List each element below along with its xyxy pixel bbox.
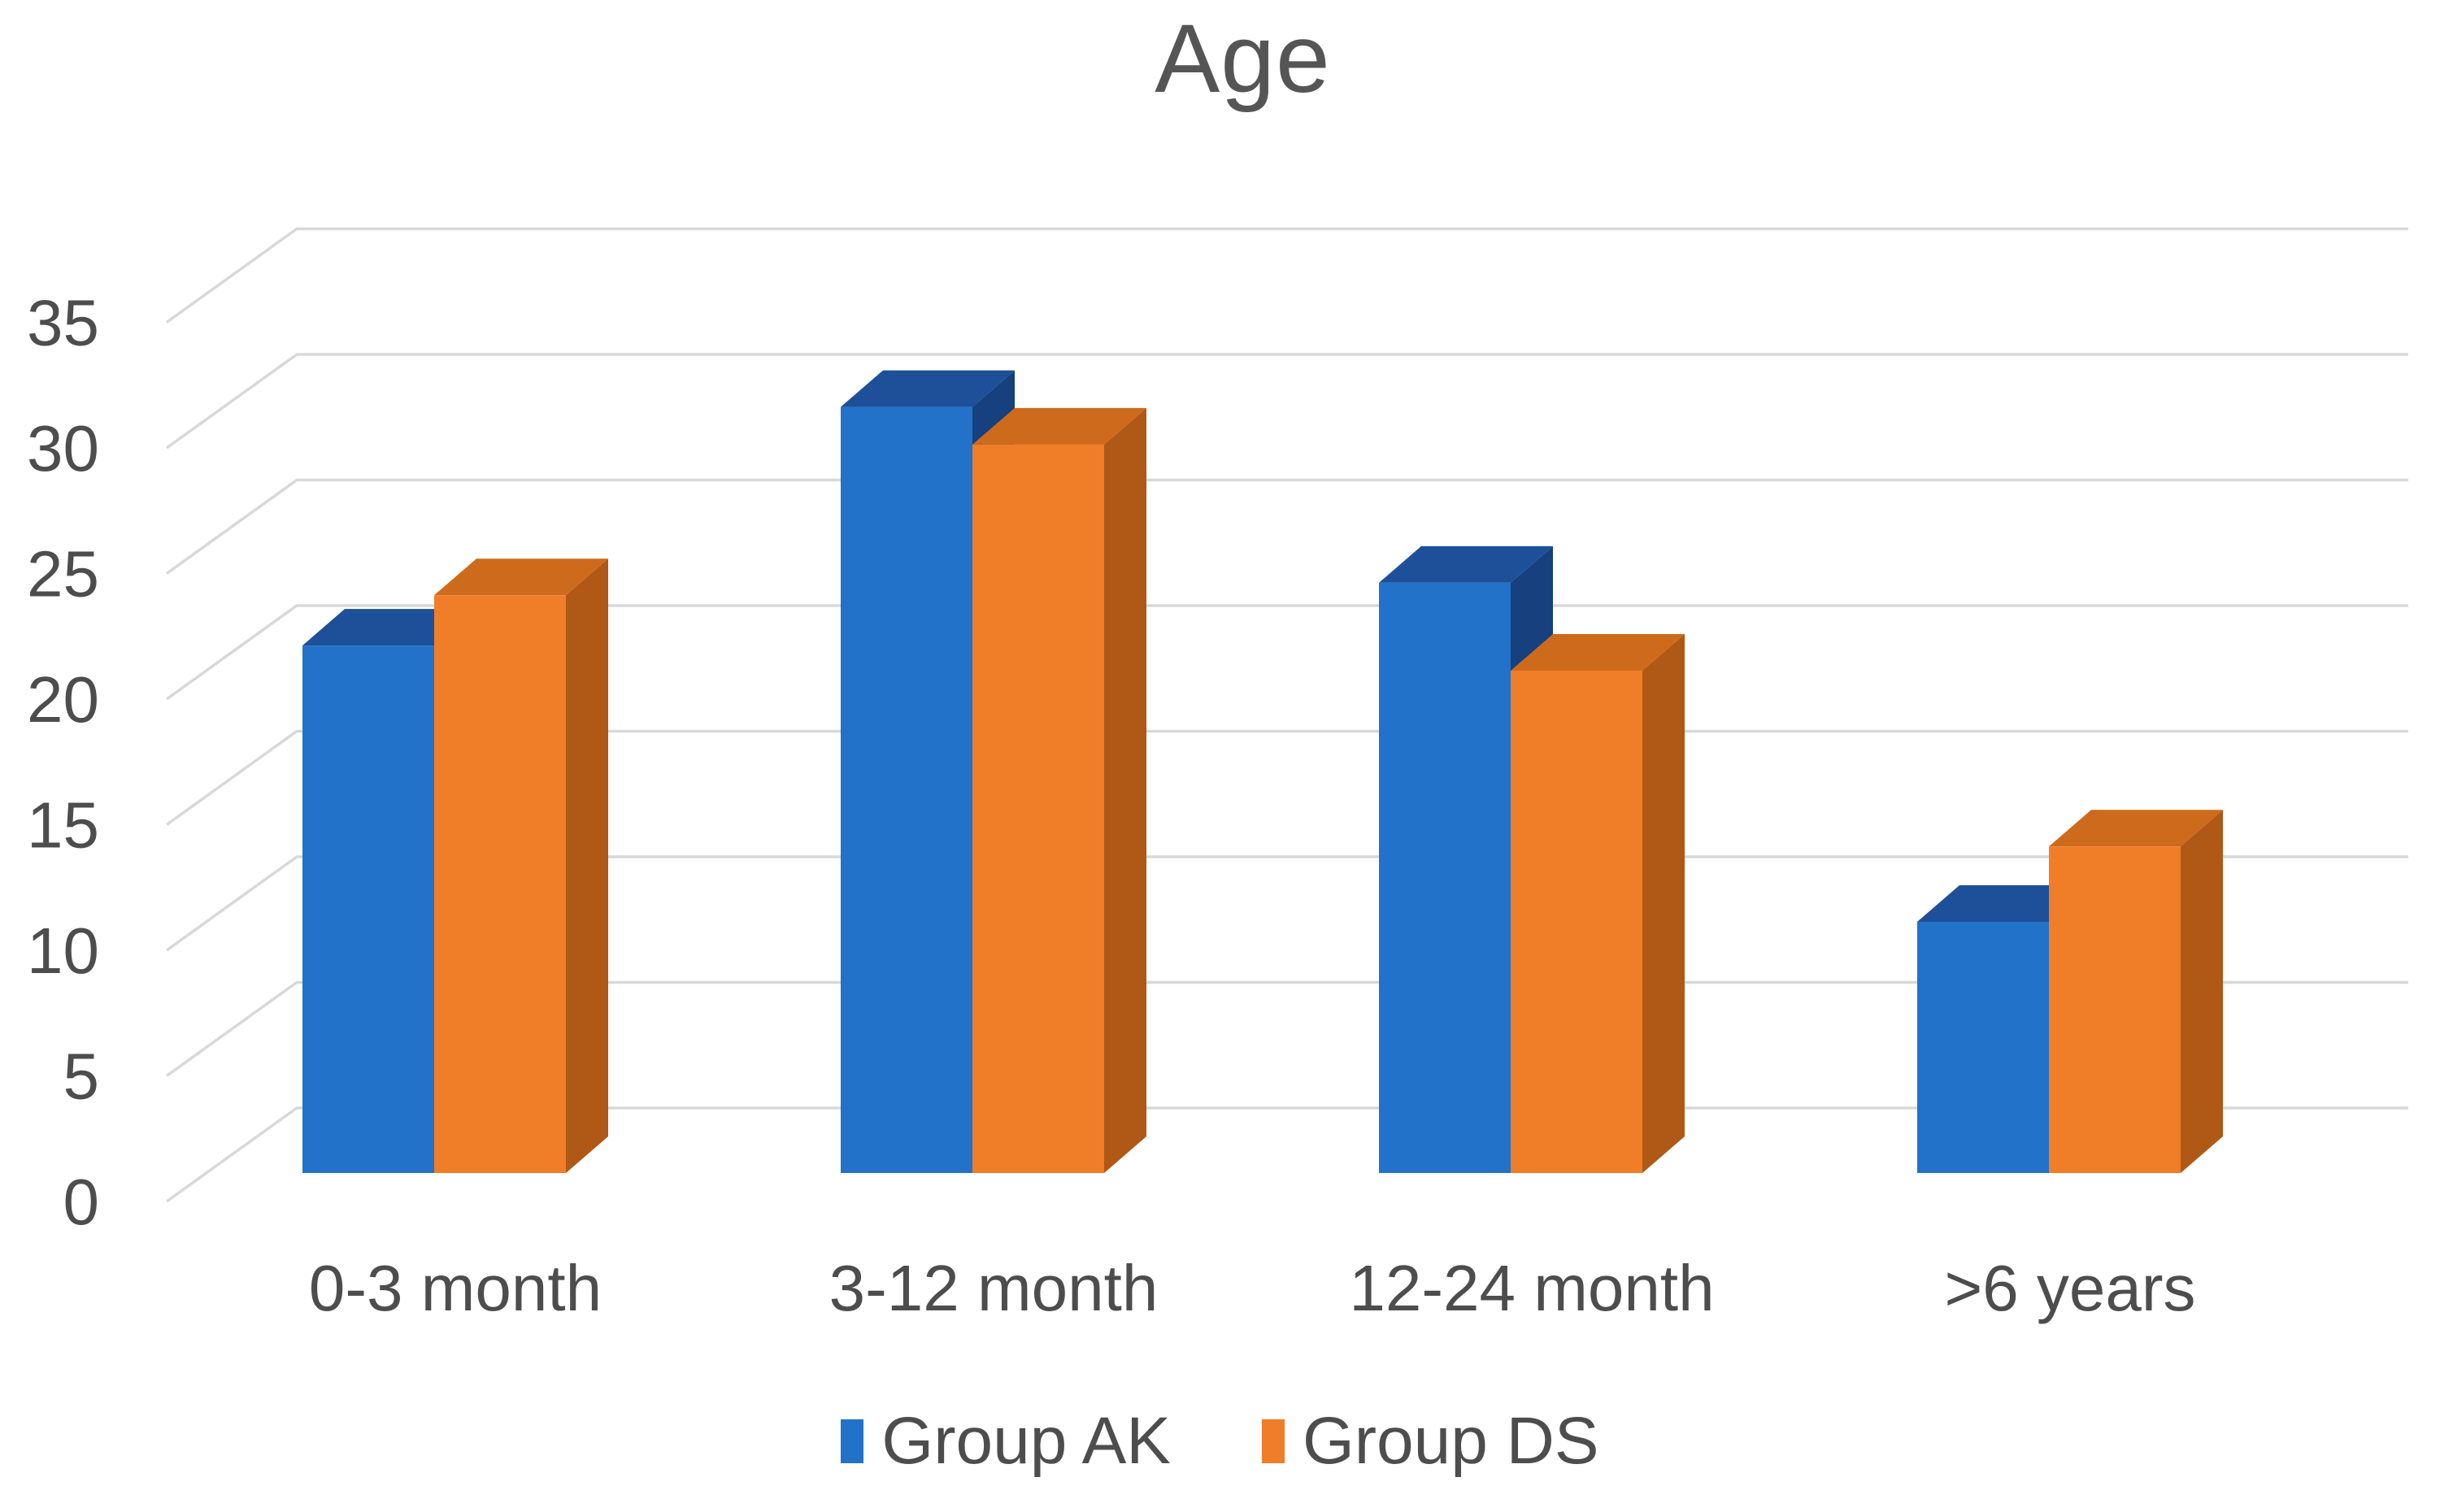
bar-front-face — [841, 406, 972, 1174]
x-axis-label-12-24-month: 12-24 month — [1349, 1252, 1714, 1324]
y-axis-label-10: 10 — [27, 915, 99, 987]
x-axis-label-0-3-month: 0-3 month — [309, 1252, 602, 1324]
legend: Group AK Group DS — [0, 1408, 2440, 1475]
bar-top-face — [302, 609, 476, 646]
y-axis-label-25: 25 — [27, 538, 99, 610]
bar-cluster-12-24-month — [1379, 545, 1685, 1173]
y-axis-label-35: 35 — [27, 287, 99, 359]
bar-top-face — [434, 558, 608, 596]
legend-item-group-ak: Group AK — [841, 1408, 1171, 1475]
bar-side-face — [1104, 407, 1146, 1173]
gridline-0 — [165, 1106, 2408, 1203]
legend-swatch-group-ds — [1261, 1419, 1285, 1463]
gridline-5 — [165, 980, 2408, 1077]
bar-cluster-6-years — [1917, 810, 2223, 1173]
x-axis-label-6-years: >6 years — [1944, 1252, 2195, 1324]
bar-group-ds-0-3-month — [434, 558, 608, 1173]
bar-top-face — [2049, 810, 2223, 847]
legend-item-group-ds: Group DS — [1261, 1404, 1599, 1478]
bar-top-face — [841, 370, 1015, 407]
gridline-10 — [165, 855, 2408, 952]
chart-title: Age — [1155, 4, 1331, 113]
bar-cluster-0-3-month — [302, 558, 608, 1173]
bar-series — [302, 370, 2223, 1174]
bar-front-face — [1917, 922, 2049, 1173]
bar-front-face — [434, 595, 566, 1173]
bar-top-face — [1511, 634, 1685, 671]
gridline-30 — [165, 353, 2408, 450]
bar-top-face — [1379, 545, 1553, 583]
bar-front-face — [1511, 671, 1642, 1173]
legend-label-group-ak: Group AK — [881, 1404, 1171, 1478]
bar-side-face — [1642, 634, 1685, 1173]
bar-group-ds-6-years — [2049, 810, 2223, 1173]
y-axis-label-5: 5 — [63, 1041, 100, 1113]
y-axis-label-20: 20 — [27, 663, 99, 736]
gridlines — [165, 227, 2408, 1203]
bar-group-ak-12-24-month — [1379, 545, 1553, 1173]
bar-side-face — [2181, 810, 2223, 1173]
bar-group-ds-12-24-month — [1511, 634, 1685, 1173]
gridline-35 — [165, 227, 2408, 324]
bar-cluster-3-12-month — [841, 370, 1146, 1174]
bar-front-face — [1379, 582, 1511, 1173]
bar-front-face — [302, 645, 434, 1173]
y-axis-label-30: 30 — [27, 412, 99, 484]
x-axis-labels: 0-3 month 3-12 month 12-24 month >6 years — [309, 1252, 2196, 1324]
bar-front-face — [972, 444, 1104, 1173]
legend-label-group-ds: Group DS — [1302, 1404, 1599, 1478]
gridline-25 — [165, 478, 2408, 575]
y-axis-label-0: 0 — [63, 1166, 100, 1238]
y-axis-label-15: 15 — [27, 789, 99, 862]
bar-top-face — [972, 407, 1146, 445]
y-axis-labels: 0 5 10 15 20 25 30 35 — [27, 287, 99, 1239]
legend-swatch-group-ak — [841, 1419, 864, 1463]
gridline-15 — [165, 729, 2408, 826]
bar-front-face — [2049, 846, 2181, 1173]
gridline-20 — [165, 604, 2408, 701]
bar-top-face — [1917, 885, 2091, 922]
bar-side-face — [566, 558, 608, 1173]
x-axis-label-3-12-month: 3-12 month — [829, 1252, 1159, 1324]
bar-group-ds-3-12-month — [972, 407, 1146, 1173]
